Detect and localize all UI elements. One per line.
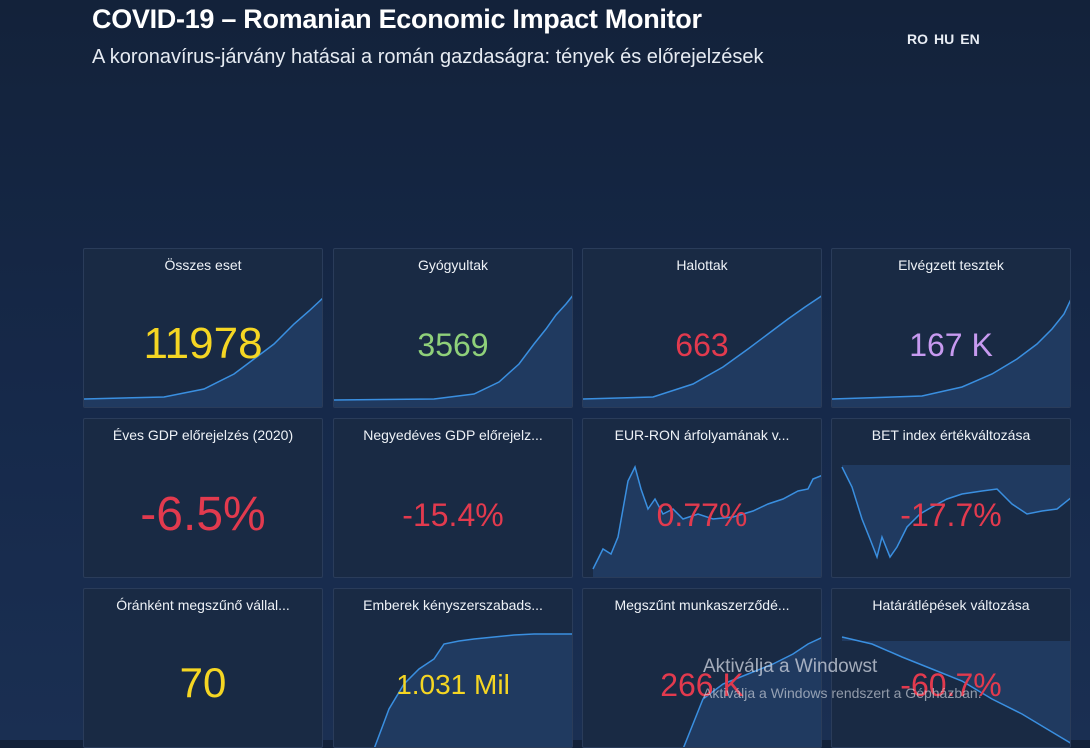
card-title: Határátlépések változása [872,597,1030,613]
card-value: 11978 [143,319,263,368]
sparkline-eur-ron [592,464,821,577]
sparkline-deaths [583,295,821,407]
card-bet-index[interactable]: BET index értékváltozása -17.7% [831,418,1071,578]
card-title: Halottak [676,257,728,273]
card-value: 70 [179,659,227,706]
sparkline-border-crossings [841,636,1070,744]
card-value: 266 K [660,667,744,703]
card-value: 1.031 Mil [396,669,510,700]
card-terminated-contracts[interactable]: Megszűnt munkaszerződé... 266 K [582,588,822,748]
card-value: 167 K [909,327,993,363]
card-title: Megszűnt munkaszerződé... [614,597,790,613]
page-subtitle: A koronavírus-járvány hatásai a román ga… [92,46,764,68]
card-title: Emberek kényszerszabads... [363,597,543,613]
card-deaths[interactable]: Halottak 663 [582,248,822,408]
windows-activation-title: Aktiválja a Windowst [703,656,878,677]
card-title: Óránként megszűnő vállal... [116,597,290,613]
card-annual-gdp[interactable]: Éves GDP előrejelzés (2020) -6.5% [83,418,323,578]
card-title: Elvégzett tesztek [898,257,1004,273]
sparkline-recovered [334,295,572,407]
sparkline-furloughed [373,633,572,747]
language-switcher: RO HU EN [907,31,980,47]
card-title: Éves GDP előrejelzés (2020) [112,427,294,443]
card-title: Összes eset [164,257,242,273]
card-value: -60.7% [900,667,1002,703]
windows-activation-text: Aktiválja a Windows rendszert a Gépházba… [703,685,982,701]
page-title: COVID-19 – Romanian Economic Impact Moni… [92,4,702,34]
card-recovered[interactable]: Gyógyultak 3569 [333,248,573,408]
card-furloughed[interactable]: Emberek kényszerszabads... 1.031 Mil [333,588,573,748]
card-total-cases[interactable]: Összes eset 11978 [83,248,323,408]
sparkline-terminated-contracts [682,637,821,747]
card-value: 663 [675,327,729,363]
lang-hu-link[interactable]: HU [934,31,955,47]
card-value: -17.7% [900,497,1002,533]
card-value: -6.5% [140,488,266,541]
card-value: 0.77% [656,497,748,533]
lang-ro-link[interactable]: RO [907,31,928,47]
sparkline-total-cases [84,297,322,407]
lang-en-link[interactable]: EN [960,31,980,47]
card-tests[interactable]: Elvégzett tesztek 167 K [831,248,1071,408]
card-title: EUR-RON árfolyamának v... [614,427,790,443]
sparkline-tests [832,299,1070,407]
card-companies-closing[interactable]: Óránként megszűnő vállal... 70 [83,588,323,748]
card-title: Gyógyultak [417,257,489,273]
card-quarterly-gdp[interactable]: Negyedéves GDP előrejelz... -15.4% [333,418,573,578]
card-value: 3569 [417,327,489,363]
card-value: -15.4% [402,497,504,533]
sparkline-bet-index [841,465,1070,560]
card-title: Negyedéves GDP előrejelz... [363,427,543,443]
card-title: BET index értékváltozása [871,427,1031,443]
card-eur-ron[interactable]: EUR-RON árfolyamának v... 0.77% [582,418,822,578]
card-border-crossings[interactable]: Határátlépések változása -60.7% [831,588,1071,748]
